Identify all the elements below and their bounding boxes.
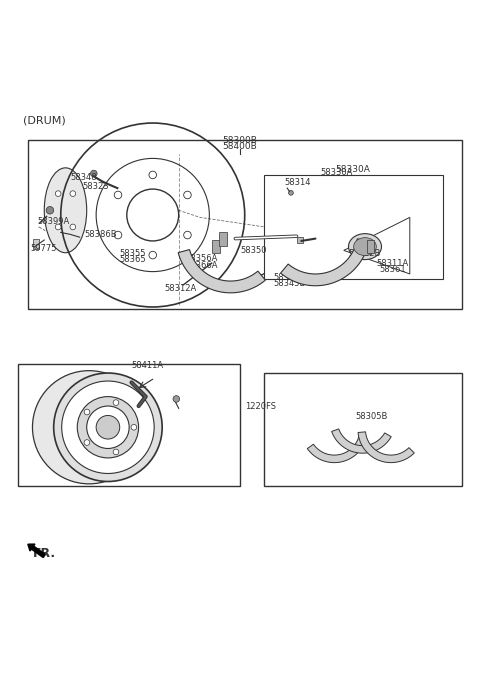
Text: 58312A: 58312A <box>165 284 197 292</box>
Polygon shape <box>358 432 414 462</box>
Text: 58330A: 58330A <box>336 165 371 174</box>
Text: FR.: FR. <box>33 547 56 560</box>
Text: 58330A: 58330A <box>320 168 352 177</box>
Circle shape <box>84 440 90 445</box>
Circle shape <box>70 191 76 197</box>
Text: 58323: 58323 <box>82 182 108 191</box>
Text: 58366A: 58366A <box>186 260 218 269</box>
Bar <box>219 233 227 245</box>
Polygon shape <box>332 429 391 453</box>
Text: 58386B: 58386B <box>84 230 117 239</box>
Text: 58400B: 58400B <box>223 142 257 151</box>
Bar <box>212 239 220 253</box>
Bar <box>18 364 240 486</box>
Circle shape <box>114 231 122 239</box>
Circle shape <box>149 252 156 259</box>
Bar <box>264 175 443 279</box>
Circle shape <box>114 191 122 199</box>
Bar <box>264 373 462 486</box>
Circle shape <box>54 373 162 481</box>
Circle shape <box>149 171 156 179</box>
Polygon shape <box>307 436 366 462</box>
Bar <box>367 239 374 253</box>
Text: 58305B: 58305B <box>356 412 388 421</box>
Polygon shape <box>281 239 369 286</box>
Text: 58345E: 58345E <box>273 279 305 288</box>
Circle shape <box>77 396 139 458</box>
Text: 58322B: 58322B <box>348 249 381 258</box>
FancyArrow shape <box>28 544 46 558</box>
Polygon shape <box>178 250 265 293</box>
Text: 58361: 58361 <box>379 265 406 274</box>
Bar <box>34 239 39 249</box>
Circle shape <box>33 371 145 484</box>
Circle shape <box>173 396 180 403</box>
Circle shape <box>84 409 90 415</box>
Circle shape <box>113 400 119 405</box>
Text: (DRUM): (DRUM) <box>23 116 66 126</box>
Text: 58311A: 58311A <box>377 258 409 268</box>
Text: 58365: 58365 <box>120 255 146 265</box>
Circle shape <box>131 424 137 430</box>
Circle shape <box>96 415 120 439</box>
Text: 58399A: 58399A <box>37 217 70 226</box>
Text: 58350: 58350 <box>240 246 266 255</box>
Circle shape <box>288 190 293 195</box>
Text: 58300B: 58300B <box>223 135 257 145</box>
Circle shape <box>46 207 54 214</box>
Circle shape <box>70 224 76 230</box>
Bar <box>28 139 462 309</box>
Ellipse shape <box>44 168 87 253</box>
Text: 59775: 59775 <box>30 243 57 252</box>
Circle shape <box>113 449 119 455</box>
Circle shape <box>184 231 191 239</box>
Circle shape <box>87 406 129 449</box>
Text: 58355: 58355 <box>120 249 146 258</box>
Circle shape <box>184 191 191 199</box>
Circle shape <box>91 170 97 177</box>
Text: 58356A: 58356A <box>186 254 218 263</box>
Circle shape <box>55 224 61 230</box>
Text: 58314: 58314 <box>285 178 312 188</box>
Bar <box>297 237 303 243</box>
Ellipse shape <box>348 234 382 260</box>
Text: 58344D: 58344D <box>273 273 306 282</box>
Ellipse shape <box>354 237 376 256</box>
Text: 1220FS: 1220FS <box>245 401 276 411</box>
Text: 58348: 58348 <box>70 173 97 182</box>
Circle shape <box>55 191 61 197</box>
Circle shape <box>62 381 154 473</box>
Text: 58411A: 58411A <box>132 362 164 371</box>
